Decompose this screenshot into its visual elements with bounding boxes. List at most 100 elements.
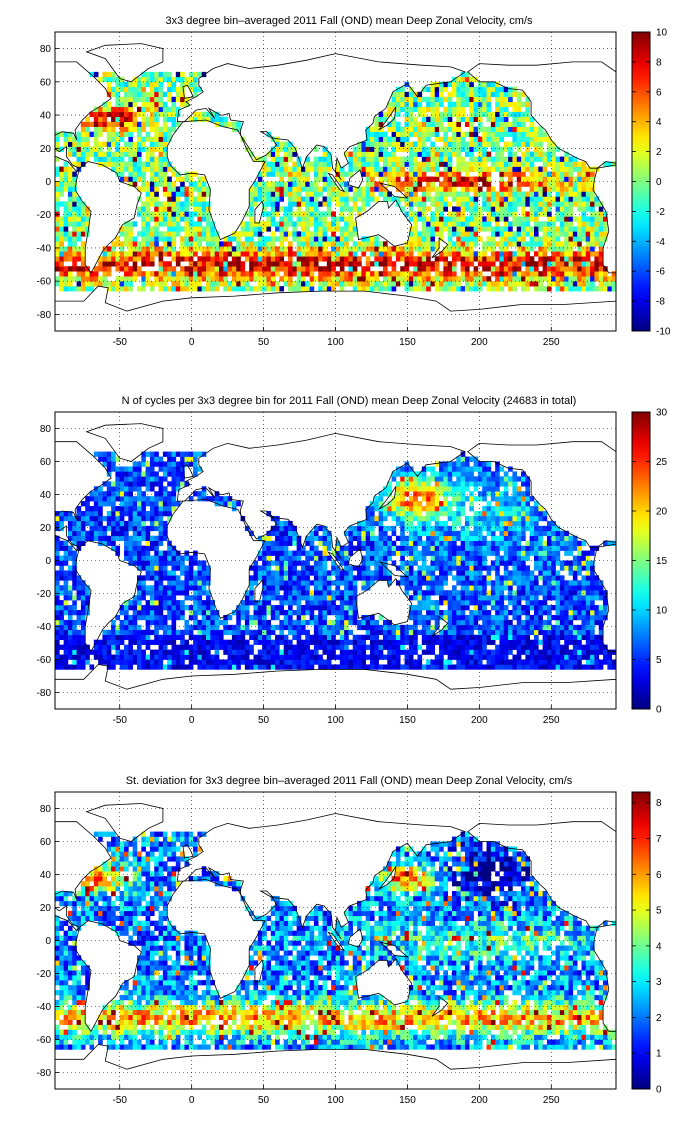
heatmap-cell [262, 241, 267, 247]
heatmap-cell [538, 619, 543, 626]
heatmap-cell [210, 634, 215, 640]
heatmap-cell [106, 281, 112, 287]
heatmap-cell [525, 126, 530, 132]
heatmap-cell [275, 146, 280, 152]
heatmap-cell [167, 191, 172, 197]
heatmap-cell [322, 276, 328, 282]
heatmap-cell [145, 121, 151, 127]
heatmap-cell [417, 106, 423, 113]
heatmap-cell [564, 629, 569, 636]
heatmap-cell [300, 256, 306, 262]
heatmap-cell [210, 236, 215, 242]
heatmap-cell [395, 654, 401, 660]
heatmap-cell [322, 629, 328, 636]
heatmap-cell [162, 91, 168, 98]
heatmap-cell [529, 191, 535, 197]
heatmap-cell [516, 639, 522, 645]
heatmap-cell [132, 610, 138, 616]
heatmap-cell [460, 81, 466, 88]
heatmap-cell [180, 236, 185, 242]
heatmap-cell [128, 106, 133, 113]
heatmap-cell [555, 605, 561, 611]
heatmap-cell [80, 271, 86, 277]
heatmap-cell [72, 624, 77, 631]
heatmap-cell [275, 286, 280, 292]
heatmap-cell [283, 251, 289, 257]
heatmap-cell [270, 236, 276, 242]
heatmap-cell [473, 106, 479, 113]
heatmap-cell [352, 271, 358, 277]
heatmap-cell [249, 241, 254, 247]
heatmap-cell [348, 619, 354, 626]
heatmap-cell [193, 171, 198, 177]
heatmap-cell [395, 96, 401, 103]
heatmap-cell [72, 266, 77, 272]
heatmap-cell [296, 171, 302, 177]
heatmap-cell [559, 256, 565, 262]
heatmap-cell [85, 131, 90, 137]
heatmap-cell [339, 211, 345, 217]
heatmap-cell [326, 624, 332, 631]
heatmap-cell [201, 644, 207, 650]
heatmap-cell [158, 266, 164, 272]
heatmap-cell [482, 281, 487, 287]
heatmap-cell [244, 231, 250, 237]
heatmap-cell [499, 241, 505, 247]
heatmap-cell [408, 131, 414, 137]
heatmap-cell [568, 206, 574, 212]
heatmap-cell [132, 221, 138, 227]
heatmap-cell [408, 141, 414, 147]
heatmap-cell [581, 236, 587, 242]
heatmap-cell [503, 216, 509, 222]
heatmap-cell [382, 664, 388, 670]
heatmap-cell [447, 216, 453, 222]
heatmap-cell [322, 266, 328, 272]
heatmap-cell [102, 101, 108, 108]
heatmap-cell [361, 659, 367, 665]
heatmap-cell [72, 629, 77, 636]
heatmap-cell [357, 186, 362, 192]
heatmap-cell [512, 644, 518, 650]
heatmap-cell [80, 246, 86, 252]
heatmap-cell [106, 141, 112, 147]
heatmap-cell [270, 281, 276, 287]
heatmap-cell [443, 639, 448, 645]
heatmap-cell [55, 216, 60, 222]
heatmap-cell [115, 276, 121, 282]
heatmap-cell [400, 126, 405, 132]
heatmap-cell [158, 261, 164, 267]
heatmap-cell [288, 246, 293, 252]
heatmap-cell [421, 151, 427, 157]
heatmap-cell [167, 206, 172, 212]
heatmap-cell [206, 610, 211, 616]
heatmap-cell [292, 176, 297, 182]
heatmap-cell [512, 131, 518, 137]
heatmap-cell [577, 196, 582, 202]
heatmap-cell [313, 639, 319, 645]
heatmap-cell [283, 211, 289, 217]
heatmap-cell [482, 619, 487, 626]
heatmap-cell [525, 286, 530, 292]
heatmap-cell [115, 101, 121, 108]
heatmap-cell [477, 151, 483, 157]
heatmap-cell [443, 251, 448, 257]
heatmap-cell [413, 131, 418, 137]
heatmap-cell [516, 251, 522, 257]
heatmap-cell [577, 186, 582, 192]
heatmap-cell [253, 261, 259, 267]
heatmap-cell [413, 216, 418, 222]
heatmap-cell [270, 624, 276, 631]
heatmap-cell [288, 196, 293, 202]
heatmap-cell [236, 286, 241, 292]
heatmap-cell [80, 654, 86, 660]
heatmap-cell [67, 634, 73, 640]
heatmap-cell [167, 600, 172, 606]
heatmap-cell [387, 101, 392, 108]
heatmap-cell [546, 256, 552, 262]
heatmap-cell [417, 146, 423, 152]
heatmap-cell [426, 610, 431, 616]
heatmap-cell [421, 664, 427, 670]
heatmap-cell [193, 201, 198, 207]
heatmap-cell [581, 216, 587, 222]
heatmap-cell [236, 256, 241, 262]
